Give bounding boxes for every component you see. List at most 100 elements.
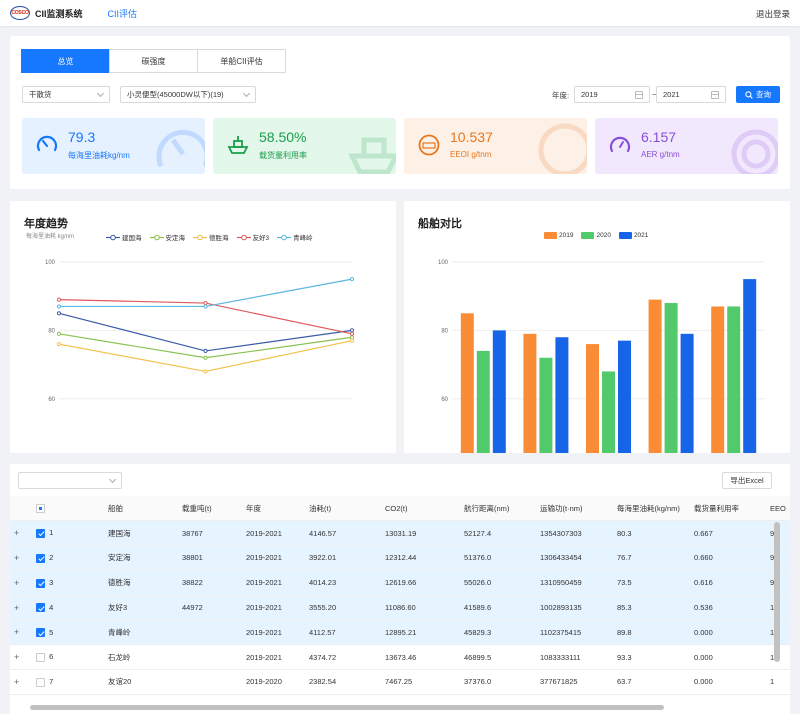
table-row[interactable]: + 7 友谊20 2019-2020 2382.54 7467.25 37376.0 377… <box>10 669 790 695</box>
bar <box>618 340 631 453</box>
expand-row-icon[interactable]: + <box>14 602 20 613</box>
horizontal-scrollbar[interactable] <box>30 705 664 710</box>
cell-year: 2019-2021 <box>242 545 305 571</box>
nav-link-cii-evaluation[interactable]: CII评估 <box>107 8 138 19</box>
header-fuel: 油耗(t) <box>305 496 381 522</box>
speedometer-icon <box>731 129 778 174</box>
table-row[interactable]: + 5 青峰岭 2019-2021 4112.57 12895.21 45829.3 110… <box>10 619 790 646</box>
header-select-all[interactable] <box>32 496 104 522</box>
stat-eeoi: 10.537 EEOI g/tnm <box>404 118 587 174</box>
cell-transport-work: 1354307303 <box>536 520 613 547</box>
row-checkbox[interactable] <box>36 553 45 563</box>
legend-item[interactable]: 2021 <box>618 232 648 239</box>
vertical-scrollbar[interactable] <box>774 522 780 662</box>
legend-item[interactable]: 德胜海 <box>193 232 229 242</box>
legend-item[interactable]: 2019 <box>544 232 573 239</box>
expand-row-icon[interactable]: + <box>14 627 20 638</box>
series-line <box>58 333 353 359</box>
cell-year: 2019-2020 <box>242 669 305 695</box>
cell-fuel: 3555.20 <box>305 595 381 621</box>
table-row[interactable]: + 2 安定海 38801 2019-2021 3922.01 12312.44 51376… <box>10 545 790 571</box>
row-select[interactable]: 6 <box>32 644 104 671</box>
row-expand[interactable]: + <box>10 619 32 646</box>
tab-carbon-intensity[interactable]: 碳强度 <box>109 49 198 73</box>
cell-fuel-per-nm: 80.3 <box>613 520 690 547</box>
row-select[interactable]: 3 <box>32 570 104 596</box>
cell-fuel-per-nm: 93.3 <box>613 644 690 671</box>
ship-compare-legend: 2019 2020 2021 <box>544 232 648 239</box>
ship-type-select[interactable]: 小灵便型(45000DW以下)(19) <box>120 86 256 103</box>
legend-item[interactable]: 2020 <box>581 232 611 239</box>
y-tick-label: 80 <box>441 328 448 334</box>
table-row[interactable]: + 6 石龙岭 2019-2021 4374.72 13673.46 46899.5 108… <box>10 644 790 671</box>
legend-item[interactable]: 青峰岭 <box>277 232 313 242</box>
legend-item[interactable]: 安定海 <box>149 232 185 242</box>
row-checkbox[interactable] <box>36 628 45 638</box>
data-point <box>349 328 355 333</box>
expand-row-icon[interactable]: + <box>14 552 20 563</box>
cargo-type-select[interactable]: 干散货 <box>22 86 110 103</box>
app-title: CII监测系统 <box>35 8 83 19</box>
table-filter-select[interactable] <box>18 472 122 489</box>
row-select[interactable]: 2 <box>32 545 104 571</box>
row-checkbox[interactable] <box>36 578 45 588</box>
legend-item[interactable]: 友好3 <box>236 232 269 242</box>
row-select[interactable]: 5 <box>32 619 104 646</box>
row-checkbox[interactable] <box>36 528 45 538</box>
cell-transport-work: 1083333111 <box>536 644 613 671</box>
row-checkbox[interactable] <box>36 652 45 662</box>
table-row[interactable]: + 1 建国海 38767 2019-2021 4146.57 13031.19 52127… <box>10 520 790 547</box>
row-expand[interactable]: + <box>10 520 32 547</box>
row-expand[interactable]: + <box>10 644 32 671</box>
stat-label: 每海里油耗kg/nm <box>68 151 130 160</box>
bar <box>539 357 553 453</box>
chevron-down-icon <box>96 89 105 98</box>
row-expand[interactable]: + <box>10 545 32 571</box>
expand-row-icon[interactable]: + <box>14 528 20 539</box>
ship-table-card: 导出Excel 船舶 载重吨(t) 年度 油耗(t) CO2(t) 航行距离(n… <box>10 464 790 714</box>
bar <box>586 344 599 453</box>
row-select[interactable]: 7 <box>32 669 104 695</box>
cell-year: 2019-2021 <box>242 520 305 547</box>
row-checkbox[interactable] <box>36 603 45 613</box>
row-expand[interactable]: + <box>10 570 32 596</box>
cell-transport-work: 1002893135 <box>536 595 613 621</box>
legend-item[interactable]: 建国海 <box>106 232 142 242</box>
row-index: 4 <box>49 602 54 612</box>
ship-table: 船舶 载重吨(t) 年度 油耗(t) CO2(t) 航行距离(nm) 运输功(t… <box>10 496 790 695</box>
cell-co2: 12895.21 <box>381 619 460 646</box>
stat-label: 载货量利用率 <box>259 151 307 160</box>
row-select[interactable]: 1 <box>32 520 104 547</box>
row-select[interactable]: 4 <box>32 595 104 621</box>
cell-co2: 7467.25 <box>381 669 460 695</box>
legend-line-icon <box>106 234 120 240</box>
year-from-input[interactable]: 2019 <box>574 86 650 103</box>
export-excel-button[interactable]: 导出Excel <box>722 472 772 489</box>
cell-dwt <box>178 669 242 695</box>
row-checkbox[interactable] <box>36 677 45 687</box>
query-button[interactable]: 查询 <box>736 86 780 103</box>
logout-link[interactable]: 退出登录 <box>755 9 790 19</box>
legend-label: 建国海 <box>122 235 142 242</box>
year-to-input[interactable]: 2021 <box>656 86 726 103</box>
expand-row-icon[interactable]: + <box>14 652 20 663</box>
row-expand[interactable]: + <box>10 595 32 621</box>
cell-fuel-per-nm: 85.3 <box>613 595 690 621</box>
table-row[interactable]: + 3 德胜海 38822 2019-2021 4014.23 12619.66 55026… <box>10 570 790 596</box>
expand-row-icon[interactable]: + <box>14 577 20 588</box>
tab-single-ship-cii[interactable]: 单船CII评估 <box>197 49 286 73</box>
cell-distance: 46899.5 <box>460 644 536 671</box>
legend-line-icon <box>149 234 164 240</box>
cell-fuel: 4146.57 <box>305 520 381 547</box>
cell-fuel-per-nm: 76.7 <box>613 545 690 571</box>
stat-value: 10.537 <box>450 129 493 145</box>
tab-overview[interactable]: 总览 <box>21 49 110 73</box>
cell-ship: 青峰岭 <box>104 619 178 646</box>
select-all-checkbox[interactable] <box>36 503 45 513</box>
header-cargo-utilization: 载货量利用率 <box>690 496 766 522</box>
expand-row-icon[interactable]: + <box>14 676 20 687</box>
table-row[interactable]: + 4 友好3 44972 2019-2021 3555.20 11086.60 41589… <box>10 595 790 621</box>
cell-distance: 45829.3 <box>460 619 536 646</box>
bar <box>555 337 569 453</box>
row-expand[interactable]: + <box>10 669 32 695</box>
